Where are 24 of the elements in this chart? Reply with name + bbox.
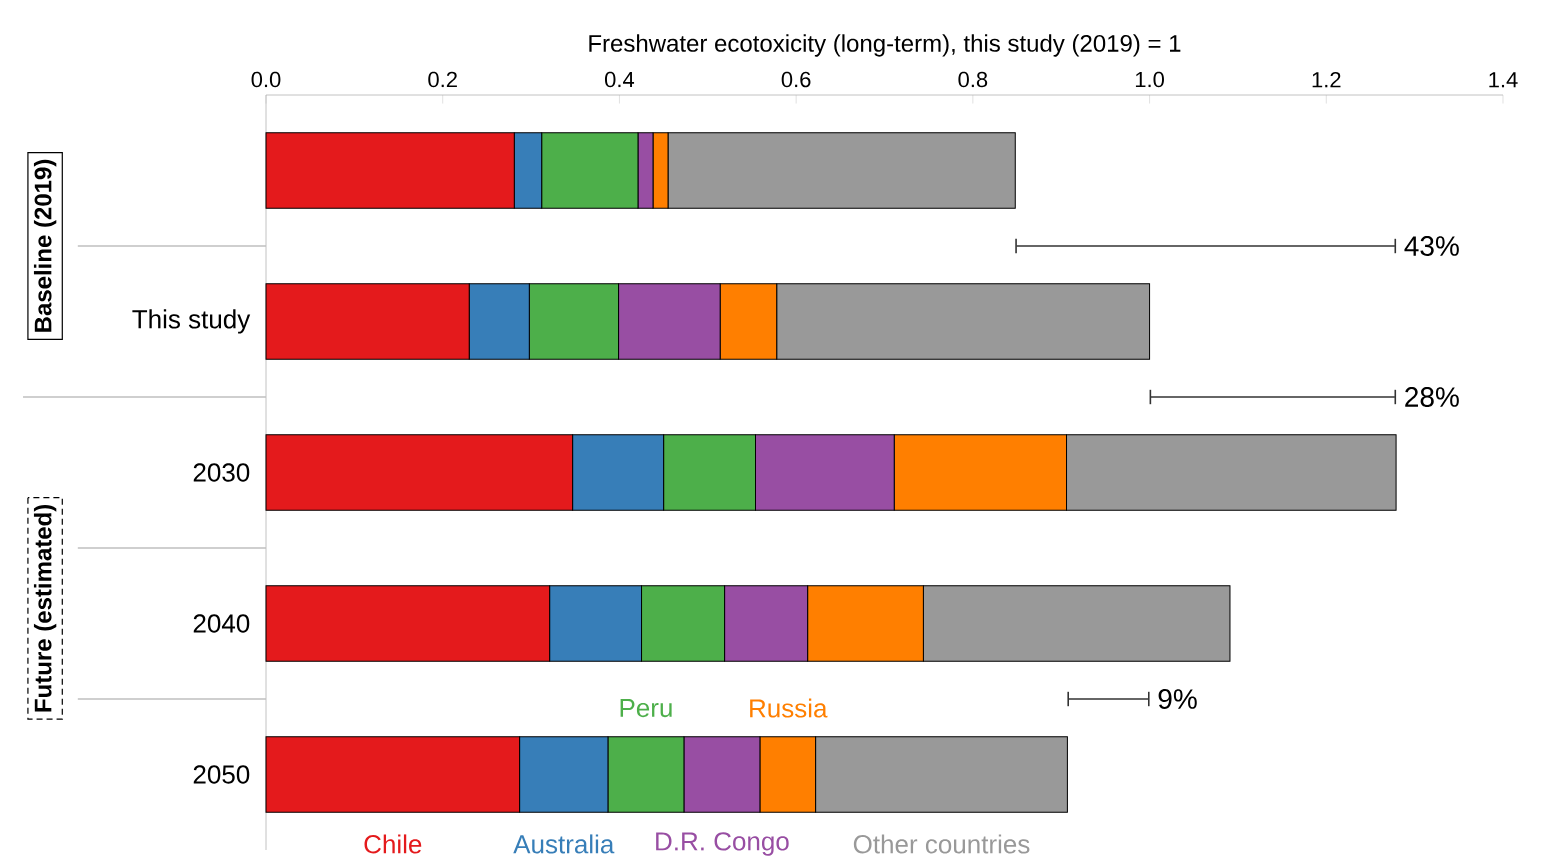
text: Baseline (2019) [33,159,57,332]
y-tick-label: 2030 [193,463,250,482]
x-tick-label: 0.2 [428,71,457,88]
y-tick-label: This study [132,309,251,334]
series-label: D.R. Congo [656,832,789,856]
y-tick-label: 2040 [193,614,250,633]
annotation: 28% [1405,387,1459,407]
x-tick-label: 1.4 [1489,72,1518,88]
x-tick-label: 1.2 [1312,71,1341,88]
annotation: 9% [1158,689,1197,709]
x-tick-label: 0.6 [781,71,811,88]
series-label: Other countries [853,834,1030,854]
x-tick-label: 0.0 [251,71,281,88]
x-axis-title: Freshwater ecotoxicity (long-term), this study (2019) = 1 [589,34,1181,57]
text: Future (estimated) [33,504,57,712]
series-label: Russia [750,698,828,718]
series-label: Peru [620,699,672,718]
x-tick-label: 0.4 [604,71,635,88]
annotation: 43% [1404,236,1459,256]
x-tick-label: 0.8 [958,71,988,88]
x-tick-label: 1.0 [1135,71,1164,88]
series-label: Chile [364,834,422,854]
series-label: Australia [513,834,615,854]
y-tick-label: 2050 [193,765,250,784]
